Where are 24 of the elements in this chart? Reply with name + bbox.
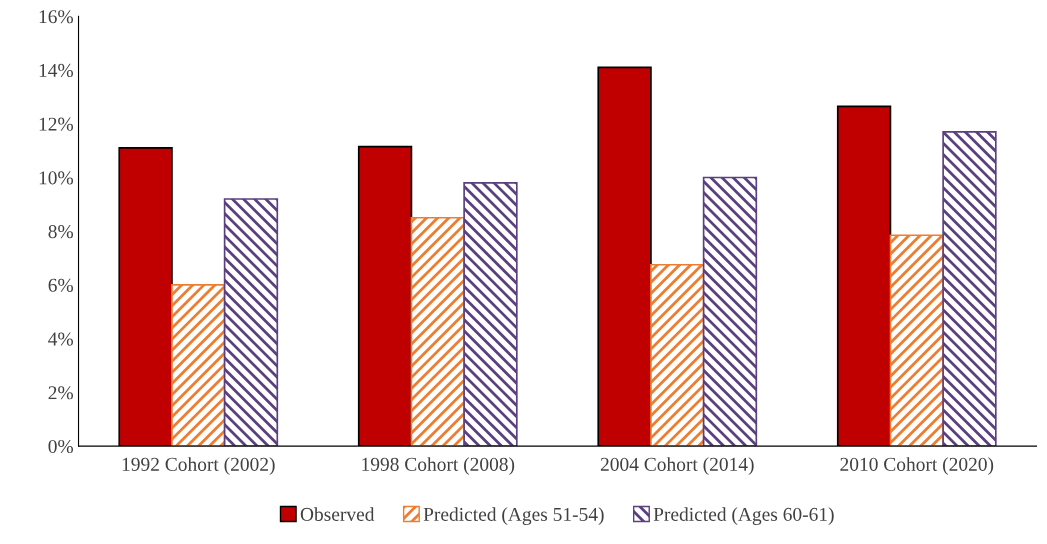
bar [889,234,944,447]
legend-label: Predicted (Ages 51-54) [423,507,604,525]
y-tick-label: 10% [39,171,73,185]
y-tick-label: 8% [48,225,73,239]
bar [410,216,465,447]
y-tick-label: 4% [48,332,73,346]
y-tick-label: 14% [39,63,73,78]
y-tick-label: 6% [48,278,73,292]
y-tick-label: 0% [48,439,73,454]
bar [223,198,279,447]
legend-label: Observed [300,507,375,521]
bar [650,263,705,447]
x-tick-label: 2004 Cohort (2014) [600,457,754,475]
bar [942,130,997,447]
x-tick-label: 1998 Cohort (2008) [362,457,515,475]
x-tick-label: 1992 Cohort (2002) [122,457,275,475]
bar [463,182,518,447]
x-tick-label: 2010 Cohort (2020) [840,457,994,475]
legend-label: Predicted (Ages 60-61) [653,507,834,525]
y-tick-label: 2% [48,386,73,400]
bar [702,176,758,447]
y-tick-label: 12% [39,117,73,131]
y-tick-label: 16% [39,10,73,24]
bar [171,284,226,447]
